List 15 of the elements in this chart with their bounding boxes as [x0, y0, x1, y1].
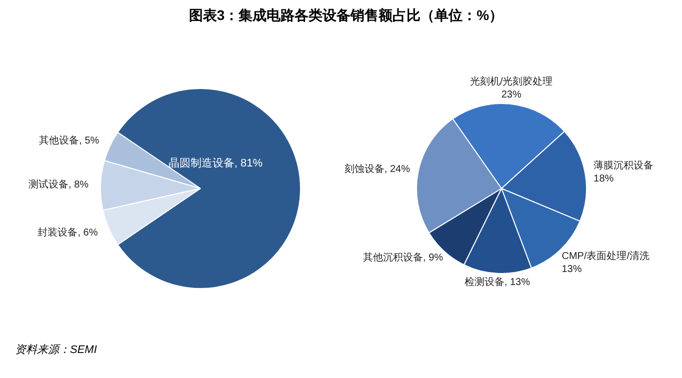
- slice-label: 薄膜沉积设备: [594, 159, 654, 172]
- slice-label: 其他设备, 5%: [39, 134, 100, 146]
- slice-label: 其他沉积设备, 9%: [363, 252, 444, 264]
- text: 资料来源：SEMI: [15, 343, 97, 358]
- slice-label: 刻蚀设备, 24%: [344, 162, 410, 175]
- slice-label: 测试设备, 8%: [28, 178, 89, 190]
- text: 图表3：集成电路各类设备销售额占比（单位：%）: [188, 6, 504, 25]
- slice-label: 封装设备, 6%: [38, 226, 98, 238]
- data-label: 23%: [501, 90, 522, 101]
- slice-label: 晶圆制造设备, 81%: [168, 156, 263, 170]
- slice-label: 检测设备, 13%: [464, 276, 530, 288]
- data-label: 18%: [594, 174, 614, 185]
- slice-label: CMP/表面处理/清洗: [562, 250, 650, 262]
- data-label: 13%: [562, 264, 582, 276]
- slice-label: 光刻机/光刻胶处理: [470, 75, 553, 88]
